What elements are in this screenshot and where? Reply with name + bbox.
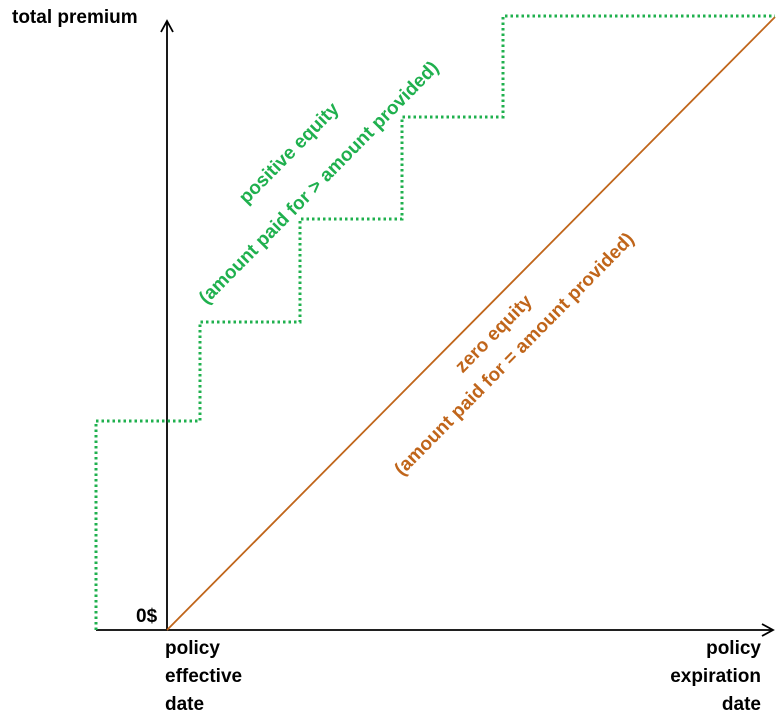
origin-label: 0$ [136,606,158,627]
x-end-label-line1: policy [706,638,761,659]
zero-equity-line [166,16,776,631]
y-axis-label: total premium [12,7,138,28]
x-start-label-line1: policy [165,638,220,659]
zero-equity-sublabel: (amount paid for = amount provided) [391,229,639,480]
positive-equity-label: positive equity [235,98,344,208]
positive-equity-sublabel: (amount paid for > amount provided) [195,57,443,308]
x-start-label-line2: effective [165,666,242,687]
x-end-label-line2: expiration [670,666,761,687]
positive-equity-step-line [94,14,775,630]
x-start-label-line3: date [165,694,204,715]
x-end-label-line3: date [722,694,761,715]
